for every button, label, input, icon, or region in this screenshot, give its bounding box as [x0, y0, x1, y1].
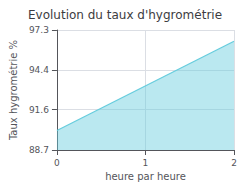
svg-text:1: 1 [143, 158, 149, 168]
svg-text:88.7: 88.7 [29, 145, 49, 155]
svg-text:2: 2 [231, 158, 237, 168]
svg-text:94.4: 94.4 [29, 65, 49, 75]
svg-text:Evolution du taux d'hygrométri: Evolution du taux d'hygrométrie [28, 8, 222, 22]
svg-text:0: 0 [54, 158, 60, 168]
svg-text:heure par heure: heure par heure [105, 171, 186, 182]
svg-text:Taux hygrométrie %: Taux hygrométrie % [8, 40, 19, 141]
svg-text:91.6: 91.6 [29, 105, 49, 115]
svg-text:97.3: 97.3 [29, 25, 49, 35]
